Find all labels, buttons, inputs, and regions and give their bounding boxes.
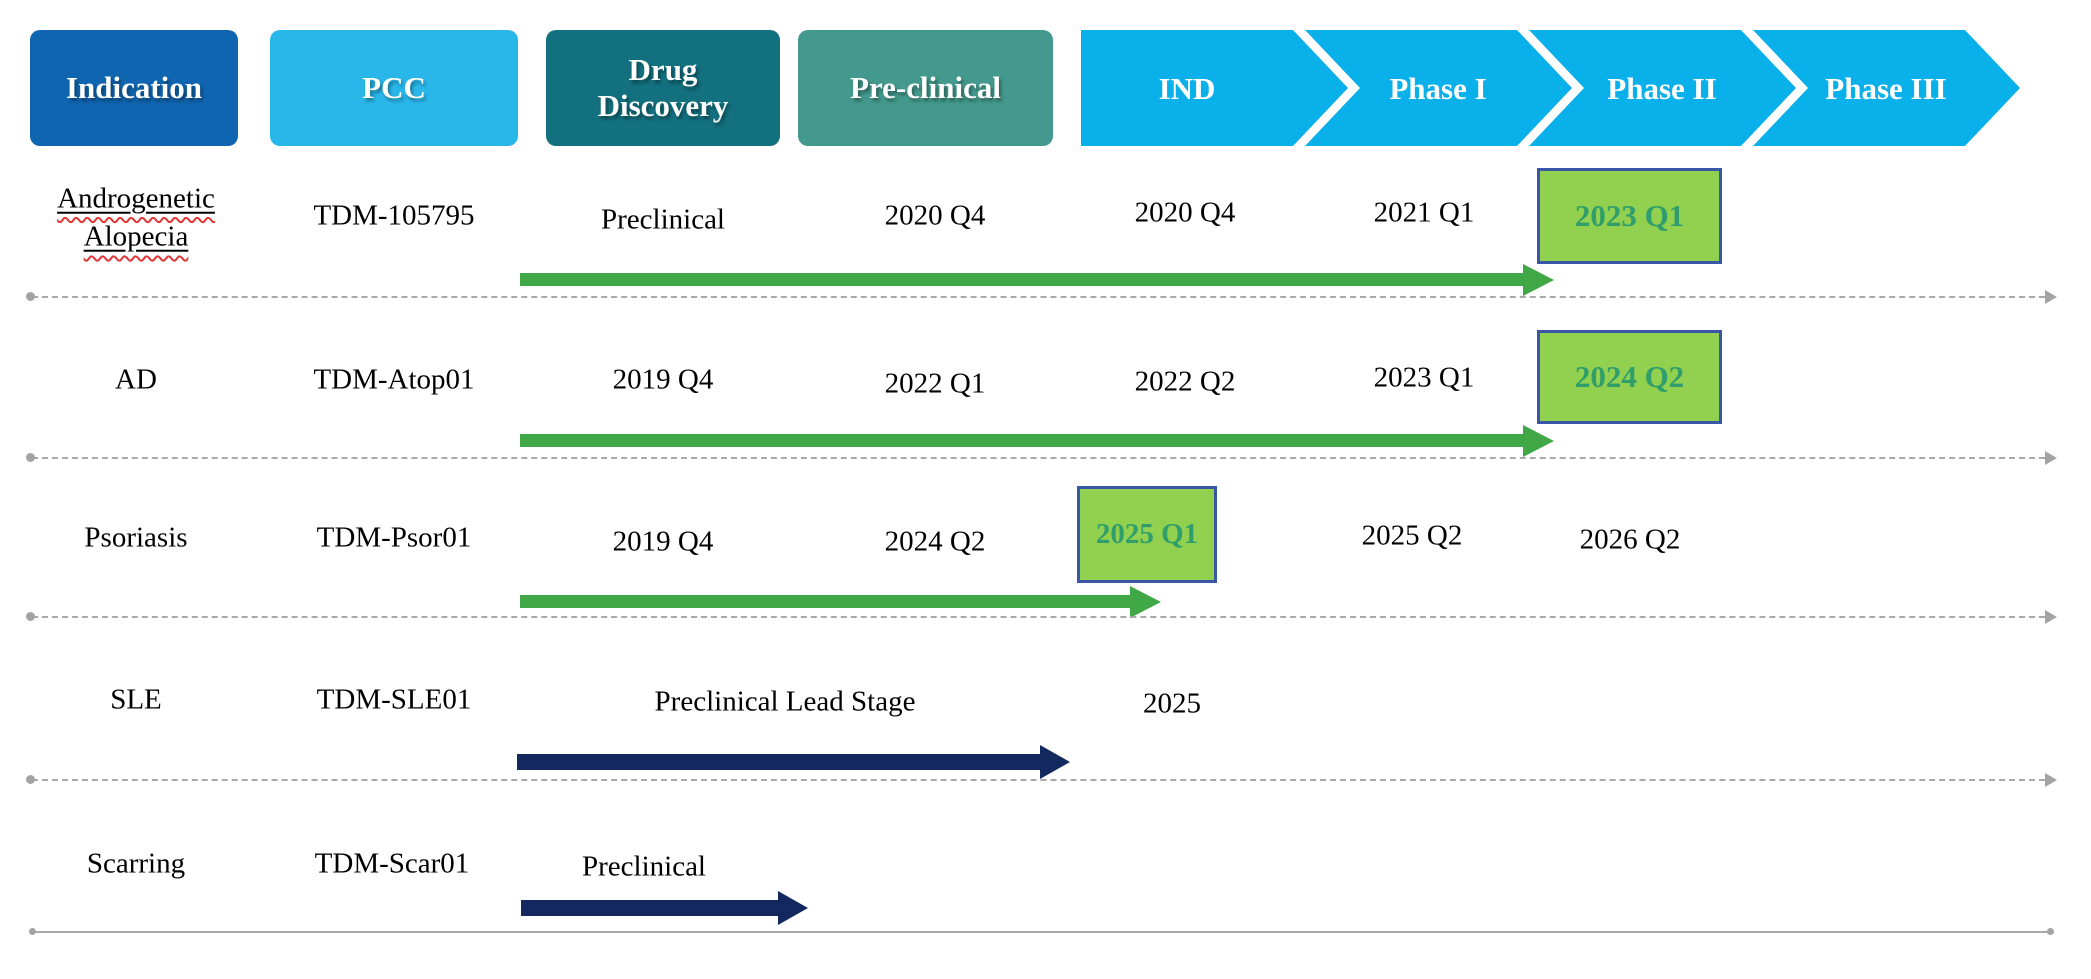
- chevron-phase1-label: Phase I: [1389, 71, 1486, 106]
- row-separator: [26, 773, 2057, 787]
- chevron-phase3-shape: [1753, 30, 2020, 146]
- header-box-pcc: PCC: [270, 30, 518, 146]
- separator-start-dot: [26, 612, 35, 621]
- header-box-indication: Indication: [30, 30, 238, 146]
- row-separator: [26, 290, 2057, 304]
- milestone-highlight-box: 2025 Q1: [1077, 486, 1217, 583]
- separator-end-arrow-icon: [2045, 290, 2057, 304]
- milestone-label: 2022 Q2: [1134, 365, 1236, 398]
- indication-label: Psoriasis: [84, 521, 188, 554]
- milestone-label: 2025 Q2: [1361, 519, 1463, 552]
- milestone-label: 2023 Q1: [1373, 361, 1475, 394]
- pcc-label: TDM-Psor01: [316, 521, 472, 554]
- pcc-label: TDM-105795: [313, 199, 475, 232]
- header-box-preclinical: Pre-clinical: [798, 30, 1053, 146]
- milestone-label: 2025: [1143, 687, 1201, 720]
- separator-start-dot: [26, 775, 35, 784]
- chevron-phase3-label: Phase III: [1825, 71, 1946, 106]
- milestone-label: 2024 Q2: [884, 525, 986, 558]
- separator-start-dot: [26, 292, 35, 301]
- chevron-phase2-shape: [1529, 30, 1796, 146]
- milestone-highlight-box: 2024 Q2: [1537, 330, 1722, 424]
- milestone-label: Preclinical: [581, 850, 707, 883]
- milestone-label: 2021 Q1: [1373, 196, 1475, 229]
- pcc-label: TDM-Atop01: [313, 363, 475, 396]
- separator-end-arrow-icon: [2045, 610, 2057, 624]
- separator-end-arrow-icon: [2045, 451, 2057, 465]
- milestone-label: 2020 Q4: [884, 199, 986, 232]
- row-separator: [26, 610, 2057, 624]
- baseline-end-dot: [2047, 928, 2054, 935]
- milestone-highlight-box: 2023 Q1: [1537, 168, 1722, 264]
- separator-start-dot: [26, 453, 35, 462]
- indication-label: AD: [115, 363, 157, 396]
- separator-end-arrow-icon: [2045, 773, 2057, 787]
- milestone-label: 2019 Q4: [612, 363, 714, 396]
- pcc-label: TDM-Scar01: [314, 847, 470, 880]
- indication-label: Scarring: [86, 847, 186, 880]
- milestone-label: 2026 Q2: [1579, 523, 1681, 556]
- timeline-baseline: [29, 928, 2054, 935]
- header-box-drug-discovery: Drug Discovery: [546, 30, 780, 146]
- chevron-ind-label: IND: [1159, 71, 1216, 106]
- milestone-label: Preclinical: [600, 203, 726, 236]
- baseline-start-dot: [29, 928, 36, 935]
- milestone-label: 2020 Q4: [1134, 196, 1236, 229]
- chevron-phase1-shape: [1305, 30, 1572, 146]
- milestone-label: 2022 Q1: [884, 367, 986, 400]
- chevron-phase2-label: Phase II: [1607, 71, 1716, 106]
- row-separator: [26, 451, 2057, 465]
- indication-label: Androgenetic Alopecia: [57, 182, 215, 253]
- milestone-label: 2019 Q4: [612, 525, 714, 558]
- chevron-ind-shape: [1081, 30, 1348, 146]
- milestone-label: Preclinical Lead Stage: [654, 685, 916, 718]
- indication-label: SLE: [110, 683, 162, 716]
- pcc-label: TDM-SLE01: [316, 683, 472, 716]
- phase-chevron-strip: IND Phase I Phase II Phase III: [1081, 30, 2020, 146]
